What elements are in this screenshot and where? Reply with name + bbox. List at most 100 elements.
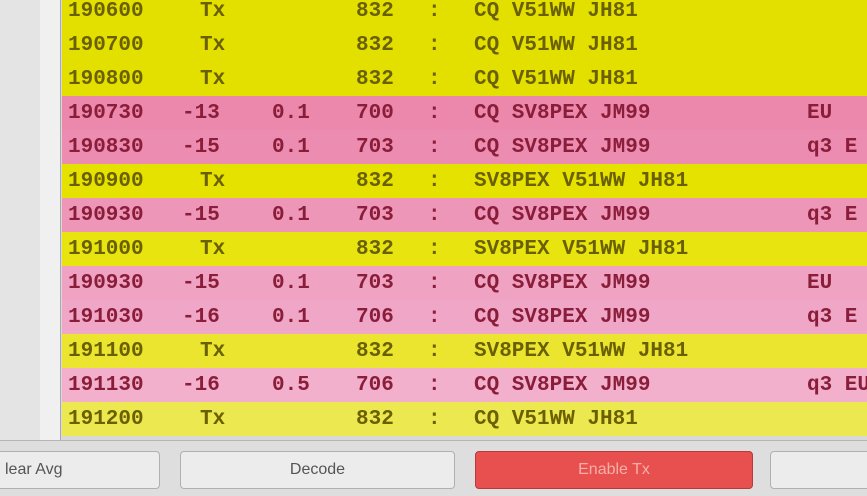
log-snr: -16 <box>182 374 220 397</box>
log-note: q3 E <box>807 306 857 329</box>
log-freq: 706 <box>356 374 394 397</box>
log-sep: : <box>428 204 441 227</box>
decode-button[interactable]: Decode <box>180 451 455 489</box>
log-message: CQ V51WW JH81 <box>474 408 638 431</box>
log-message: CQ SV8PEX JM99 <box>474 102 650 125</box>
log-row[interactable]: 190800 Tx 832: CQ V51WW JH81 <box>62 62 867 96</box>
log-freq: 700 <box>356 102 394 125</box>
log-time: 191100 <box>68 340 144 363</box>
log-note: q3 EU <box>807 374 867 397</box>
log-snr: Tx <box>200 238 225 261</box>
log-freq: 832 <box>356 170 394 193</box>
log-time: 190930 <box>68 272 144 295</box>
log-time: 190700 <box>68 34 144 57</box>
log-sep: : <box>428 272 441 295</box>
log-sep: : <box>428 374 441 397</box>
log-snr: -16 <box>182 306 220 329</box>
log-freq: 703 <box>356 204 394 227</box>
log-dt: 0.1 <box>272 102 310 125</box>
log-row[interactable]: 191100 Tx 832: SV8PEX V51WW JH81 <box>62 334 867 368</box>
log-time: 191200 <box>68 408 144 431</box>
log-snr: -15 <box>182 204 220 227</box>
log-freq: 832 <box>356 408 394 431</box>
log-message: CQ SV8PEX JM99 <box>474 272 650 295</box>
log-sep: : <box>428 408 441 431</box>
log-sep: : <box>428 68 441 91</box>
log-row[interactable]: 190730 -13 0.1 700: CQ SV8PEX JM99 EU <box>62 96 867 130</box>
log-time: 190730 <box>68 102 144 125</box>
log-freq: 832 <box>356 0 394 23</box>
log-message: CQ V51WW JH81 <box>474 68 638 91</box>
log-dt: 0.1 <box>272 136 310 159</box>
log-note: EU <box>807 272 832 295</box>
log-sep: : <box>428 136 441 159</box>
log-row[interactable]: 191030 -16 0.1 706: CQ SV8PEX JM99 q3 E <box>62 300 867 334</box>
log-note: EU <box>807 102 832 125</box>
log-time: 190800 <box>68 68 144 91</box>
clear-avg-button[interactable]: lear Avg <box>0 451 160 489</box>
log-time: 190930 <box>68 204 144 227</box>
log-dt: 0.5 <box>272 374 310 397</box>
screen: {"log": {"rows": [ {"time": "190600", "s… <box>0 0 867 495</box>
log-time: 190900 <box>68 170 144 193</box>
button-bar: lear Avg Decode Enable Tx <box>0 440 867 496</box>
log-snr: Tx <box>200 340 225 363</box>
log-sep: : <box>428 170 441 193</box>
log-snr: Tx <box>200 0 225 23</box>
log-snr: Tx <box>200 34 225 57</box>
log-snr: -15 <box>182 272 220 295</box>
enable-tx-button[interactable]: Enable Tx <box>475 451 753 489</box>
log-dt: 0.1 <box>272 306 310 329</box>
log-row[interactable]: 190700 Tx 832: CQ V51WW JH81 <box>62 28 867 62</box>
log-row[interactable]: 191000 Tx 832: SV8PEX V51WW JH81 <box>62 232 867 266</box>
log-sep: : <box>428 34 441 57</box>
log-row[interactable]: 191200 Tx 832: CQ V51WW JH81 <box>62 402 867 436</box>
log-row[interactable]: 190600 Tx 832: CQ V51WW JH81 <box>62 0 867 28</box>
window: 190600 Tx 832: CQ V51WW JH81 190700 Tx 832: CQ … <box>0 0 867 495</box>
log-freq: 703 <box>356 136 394 159</box>
log-snr: -15 <box>182 136 220 159</box>
log-time: 190830 <box>68 136 144 159</box>
log-message: CQ SV8PEX JM99 <box>474 136 650 159</box>
log-freq: 832 <box>356 34 394 57</box>
log-message: CQ SV8PEX JM99 <box>474 306 650 329</box>
log-sep: : <box>428 306 441 329</box>
log-dt: 0.1 <box>272 272 310 295</box>
log-message: CQ V51WW JH81 <box>474 0 638 23</box>
next-button[interactable] <box>770 451 867 489</box>
log-sep: : <box>428 238 441 261</box>
log-snr: -13 <box>182 102 220 125</box>
side-pane <box>0 0 42 440</box>
log-message: CQ SV8PEX JM99 <box>474 204 650 227</box>
log-freq: 832 <box>356 340 394 363</box>
log-dt: 0.1 <box>272 204 310 227</box>
log-row[interactable]: 190930 -15 0.1 703: CQ SV8PEX JM99 EU <box>62 266 867 300</box>
log-note: q3 E <box>807 136 857 159</box>
log-freq: 706 <box>356 306 394 329</box>
log-row[interactable]: 190930 -15 0.1 703: CQ SV8PEX JM99 q3 E <box>62 198 867 232</box>
log-message: CQ V51WW JH81 <box>474 34 638 57</box>
log-snr: Tx <box>200 408 225 431</box>
log-message: SV8PEX V51WW JH81 <box>474 170 688 193</box>
log-freq: 703 <box>356 272 394 295</box>
log-freq: 832 <box>356 68 394 91</box>
log-time: 190600 <box>68 0 144 23</box>
log-freq: 832 <box>356 238 394 261</box>
log-note: q3 E <box>807 204 857 227</box>
log-snr: Tx <box>200 68 225 91</box>
log-time: 191000 <box>68 238 144 261</box>
log-message: SV8PEX V51WW JH81 <box>474 238 688 261</box>
log-message: CQ SV8PEX JM99 <box>474 374 650 397</box>
log-row[interactable]: 190830 -15 0.1 703: CQ SV8PEX JM99 q3 E <box>62 130 867 164</box>
scrollbar[interactable] <box>40 0 61 440</box>
decode-log: 190600 Tx 832: CQ V51WW JH81 190700 Tx 832: CQ … <box>62 0 867 440</box>
log-time: 191130 <box>68 374 144 397</box>
log-sep: : <box>428 0 441 23</box>
log-row[interactable]: 191130 -16 0.5 706: CQ SV8PEX JM99 q3 EU <box>62 368 867 402</box>
log-sep: : <box>428 340 441 363</box>
log-row[interactable]: 190900 Tx 832: SV8PEX V51WW JH81 <box>62 164 867 198</box>
log-time: 191030 <box>68 306 144 329</box>
log-snr: Tx <box>200 170 225 193</box>
log-message: SV8PEX V51WW JH81 <box>474 340 688 363</box>
log-sep: : <box>428 102 441 125</box>
